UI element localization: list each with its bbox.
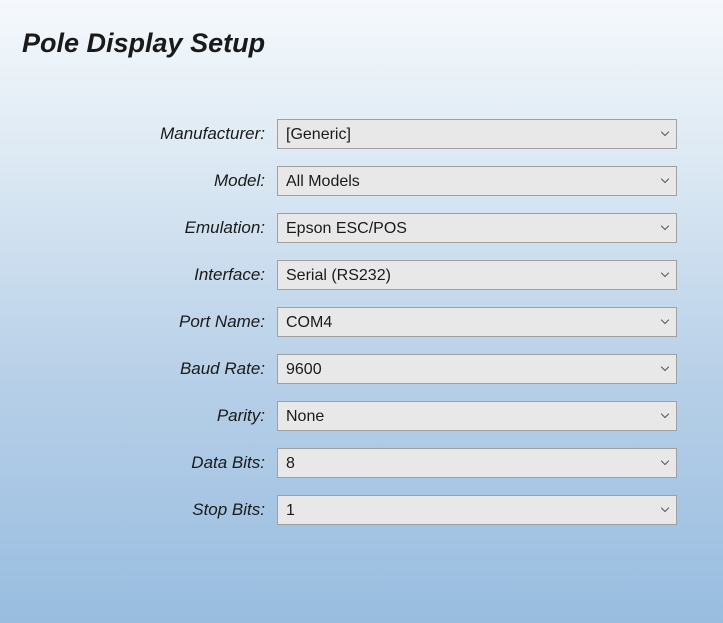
parity-label: Parity: [20,406,265,426]
data-bits-row: Data Bits: 8 [20,448,703,478]
interface-select-wrapper: Serial (RS232) [277,260,677,290]
port-name-select[interactable]: COM4 [277,307,677,337]
baud-rate-select-wrapper: 9600 [277,354,677,384]
baud-rate-label: Baud Rate: [20,359,265,379]
port-name-label: Port Name: [20,312,265,332]
stop-bits-label: Stop Bits: [20,500,265,520]
page-title: Pole Display Setup [22,28,703,59]
parity-select-wrapper: None [277,401,677,431]
model-row: Model: All Models [20,166,703,196]
emulation-select[interactable]: Epson ESC/POS [277,213,677,243]
stop-bits-select-wrapper: 1 [277,495,677,525]
manufacturer-row: Manufacturer: [Generic] [20,119,703,149]
manufacturer-select-wrapper: [Generic] [277,119,677,149]
data-bits-select-wrapper: 8 [277,448,677,478]
interface-row: Interface: Serial (RS232) [20,260,703,290]
model-select[interactable]: All Models [277,166,677,196]
model-label: Model: [20,171,265,191]
manufacturer-select[interactable]: [Generic] [277,119,677,149]
baud-rate-row: Baud Rate: 9600 [20,354,703,384]
manufacturer-label: Manufacturer: [20,124,265,144]
emulation-row: Emulation: Epson ESC/POS [20,213,703,243]
port-name-select-wrapper: COM4 [277,307,677,337]
interface-select[interactable]: Serial (RS232) [277,260,677,290]
emulation-select-wrapper: Epson ESC/POS [277,213,677,243]
interface-label: Interface: [20,265,265,285]
stop-bits-select[interactable]: 1 [277,495,677,525]
setup-panel: Pole Display Setup Manufacturer: [Generi… [0,0,723,553]
stop-bits-row: Stop Bits: 1 [20,495,703,525]
port-name-row: Port Name: COM4 [20,307,703,337]
model-select-wrapper: All Models [277,166,677,196]
data-bits-select[interactable]: 8 [277,448,677,478]
parity-row: Parity: None [20,401,703,431]
baud-rate-select[interactable]: 9600 [277,354,677,384]
emulation-label: Emulation: [20,218,265,238]
parity-select[interactable]: None [277,401,677,431]
data-bits-label: Data Bits: [20,453,265,473]
settings-form: Manufacturer: [Generic] Model: All Model… [20,119,703,525]
